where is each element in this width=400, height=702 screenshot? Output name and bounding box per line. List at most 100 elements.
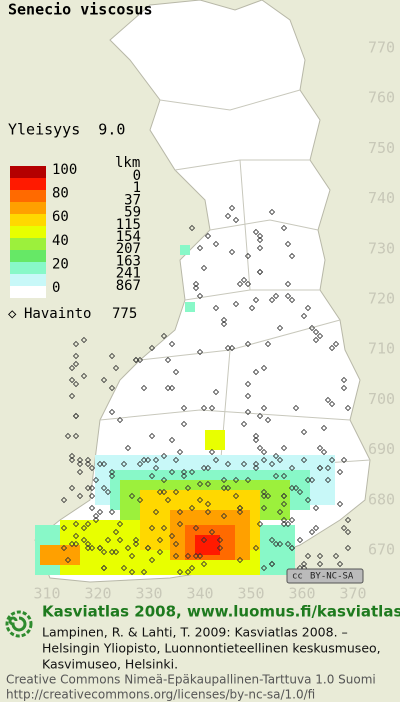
license-text: Creative Commons Nimeä-Epäkaupallinen-Ta… xyxy=(6,673,376,687)
observation-marker xyxy=(200,464,208,472)
observation-marker xyxy=(188,564,196,572)
observation-marker xyxy=(236,280,244,288)
observation-marker xyxy=(228,248,236,256)
observation-marker xyxy=(132,356,140,364)
observation-marker xyxy=(68,452,76,460)
observation-marker xyxy=(208,448,216,456)
observation-marker xyxy=(340,524,348,532)
citation-line: Kasvimuseo, Helsinki. xyxy=(42,657,178,672)
observation-marker xyxy=(244,392,252,400)
observation-marker xyxy=(268,536,276,544)
observation-marker xyxy=(260,504,268,512)
observation-marker xyxy=(244,340,252,348)
count-value: 163 xyxy=(116,253,141,269)
observation-marker xyxy=(160,524,168,532)
observation-marker xyxy=(344,404,352,412)
observation-marker xyxy=(312,328,320,336)
observation-marker xyxy=(264,416,272,424)
observation-marker xyxy=(108,508,116,516)
observation-marker xyxy=(84,520,92,528)
observation-marker xyxy=(304,476,312,484)
observation-marker xyxy=(312,524,320,532)
observation-marker xyxy=(92,476,100,484)
observation-marker xyxy=(264,492,272,500)
observation-marker xyxy=(320,448,328,456)
observation-marker xyxy=(252,368,260,376)
x-grid-label: 320 xyxy=(84,585,111,603)
observation-marker xyxy=(344,544,352,552)
observation-marker xyxy=(72,532,80,540)
observation-marker xyxy=(100,376,108,384)
observation-marker xyxy=(236,556,244,564)
observation-marker xyxy=(204,232,212,240)
scale-label: 0 xyxy=(52,280,60,296)
observation-marker xyxy=(308,528,316,536)
observation-marker xyxy=(212,388,220,396)
observation-marker xyxy=(196,348,204,356)
observation-marker xyxy=(228,204,236,212)
observation-marker xyxy=(244,380,252,388)
observation-marker xyxy=(224,460,232,468)
observation-marker xyxy=(336,560,344,568)
observation-marker xyxy=(260,488,268,496)
observation-marker xyxy=(112,364,120,372)
observation-marker xyxy=(192,524,200,532)
observation-marker xyxy=(76,492,84,500)
observation-marker xyxy=(92,516,100,524)
occurrence-cells xyxy=(35,245,335,575)
count-value: 37 xyxy=(124,192,141,208)
license-url: http://creativecommons.org/licenses/by-n… xyxy=(6,688,315,702)
observation-marker xyxy=(328,344,336,352)
observation-marker xyxy=(180,468,188,476)
observation-marker xyxy=(288,252,296,260)
observation-marker xyxy=(148,472,156,480)
observation-marker xyxy=(100,484,108,492)
legend-swatch xyxy=(10,166,46,178)
y-grid-label: 750 xyxy=(368,139,395,157)
x-grid-label: 340 xyxy=(186,585,213,603)
observation-marker xyxy=(228,344,236,352)
observation-marker xyxy=(144,544,152,552)
scale-label: 20 xyxy=(52,256,69,272)
observation-marker xyxy=(80,336,88,344)
x-grid-label: 310 xyxy=(33,585,60,603)
observation-marker xyxy=(208,404,216,412)
observation-marker xyxy=(252,460,260,468)
observation-marker xyxy=(276,324,284,332)
observation-marker xyxy=(168,436,176,444)
observation-marker xyxy=(168,532,176,540)
observation-marker xyxy=(84,484,92,492)
observation-marker xyxy=(132,536,140,544)
observation-marker xyxy=(256,444,264,452)
footer-heading: Kasviatlas 2008, www.luomus.fi/kasviatla… xyxy=(42,603,400,621)
observation-marker xyxy=(72,540,80,548)
x-grid-label: 370 xyxy=(339,585,366,603)
observation-marker xyxy=(212,304,220,312)
observation-marker xyxy=(280,520,288,528)
observation-marker xyxy=(60,524,68,532)
observation-marker xyxy=(148,432,156,440)
observation-marker xyxy=(104,536,112,544)
observation-marker xyxy=(60,544,68,552)
observation-marker xyxy=(100,564,108,572)
observation-marker xyxy=(128,552,136,560)
legend-swatch xyxy=(10,202,46,214)
observation-count: 775 xyxy=(112,306,137,322)
observation-marker xyxy=(176,448,184,456)
observation-marker xyxy=(204,500,212,508)
observation-marker xyxy=(72,432,80,440)
observation-marker xyxy=(272,452,280,460)
observation-marker xyxy=(132,540,140,548)
observation-marker xyxy=(328,400,336,408)
observation-marker xyxy=(276,540,284,548)
observation-marker xyxy=(200,536,208,544)
legend-swatch xyxy=(10,190,46,202)
observation-marker xyxy=(140,456,148,464)
observation-marker xyxy=(164,356,172,364)
observation-marker xyxy=(196,552,204,560)
observation-marker xyxy=(244,252,252,260)
y-grid-label: 770 xyxy=(368,39,395,57)
observation-marker xyxy=(148,524,156,532)
observation-marker xyxy=(212,456,220,464)
